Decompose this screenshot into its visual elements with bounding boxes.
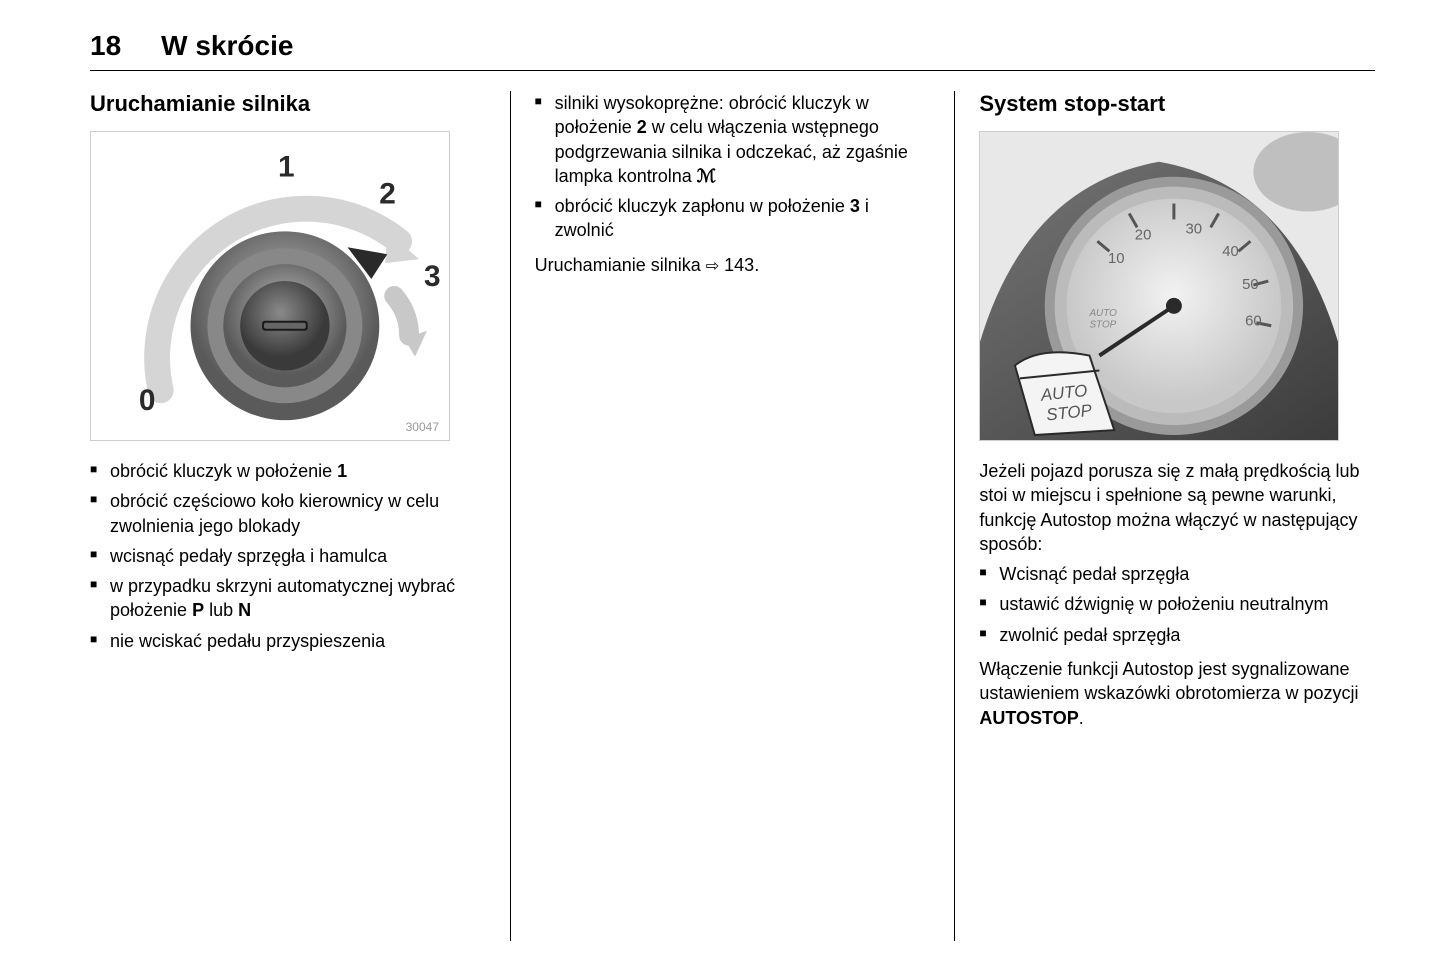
svg-text:20: 20 — [1135, 227, 1152, 243]
pos-0: 0 — [139, 384, 156, 417]
list-item: ustawić dźwignię w położeniu neutralnym — [979, 592, 1375, 616]
pos-3: 3 — [424, 260, 441, 293]
col3-list: Wcisnąć pedał sprzęgła ustawić dźwignię … — [979, 562, 1375, 647]
page-number: 18 — [90, 30, 121, 62]
list-item: obrócić kluczyk w położenie 1 — [90, 459, 486, 483]
figure-id: 30047 — [406, 420, 439, 434]
col3-outro: Włączenie funkcji Autostop jest sygnaliz… — [979, 657, 1375, 730]
page-header: 18 W skrócie — [90, 30, 1375, 71]
list-item: wcisnąć pedały sprzęgła i hamulca — [90, 544, 486, 568]
list-item: obrócić częściowo koło kierownicy w celu… — [90, 489, 486, 538]
column-2: silniki wysokoprężne: obrócić kluczyk w … — [510, 91, 955, 941]
svg-text:10: 10 — [1108, 251, 1125, 267]
list-item: silniki wysokoprężne: obrócić kluczyk w … — [535, 91, 931, 188]
col1-heading: Uruchamianie silnika — [90, 91, 486, 117]
svg-text:60: 60 — [1245, 314, 1262, 330]
col2-list: silniki wysokoprężne: obrócić kluczyk w … — [535, 91, 931, 243]
chapter-title: W skrócie — [161, 30, 293, 62]
ignition-figure: 0 1 2 3 30047 — [90, 131, 450, 441]
list-item: w przypadku skrzyni automatycznej wybrać… — [90, 574, 486, 623]
content-columns: Uruchamianie silnika — [90, 91, 1375, 941]
svg-text:40: 40 — [1223, 244, 1240, 260]
column-1: Uruchamianie silnika — [90, 91, 510, 941]
svg-text:50: 50 — [1242, 277, 1259, 293]
pos-2: 2 — [379, 178, 396, 211]
tachometer-svg: 10 20 30 40 50 60 AUTO STOP AUTO STOP — [980, 132, 1338, 440]
list-item: zwolnić pedał sprzęgła — [979, 623, 1375, 647]
tachometer-figure: 10 20 30 40 50 60 AUTO STOP AUTO STOP — [979, 131, 1339, 441]
list-item: nie wciskać pedału przyspieszenia — [90, 629, 486, 653]
list-item: obrócić kluczyk zapłonu w położenie 3 i … — [535, 194, 931, 243]
list-item: Wcisnąć pedał sprzęgła — [979, 562, 1375, 586]
svg-text:AUTO: AUTO — [1089, 308, 1118, 319]
pos-1: 1 — [278, 151, 295, 184]
svg-text:30: 30 — [1186, 221, 1203, 237]
column-3: System stop-start — [954, 91, 1375, 941]
col3-intro: Jeżeli pojazd porusza się z małą prędkoś… — [979, 459, 1375, 556]
svg-text:STOP: STOP — [1090, 320, 1117, 331]
ignition-svg: 0 1 2 3 — [91, 132, 449, 440]
col1-list: obrócić kluczyk w położenie 1 obrócić cz… — [90, 459, 486, 653]
col3-heading: System stop-start — [979, 91, 1375, 117]
reference-line: Uruchamianie silnika ⇨ 143. — [535, 253, 931, 278]
